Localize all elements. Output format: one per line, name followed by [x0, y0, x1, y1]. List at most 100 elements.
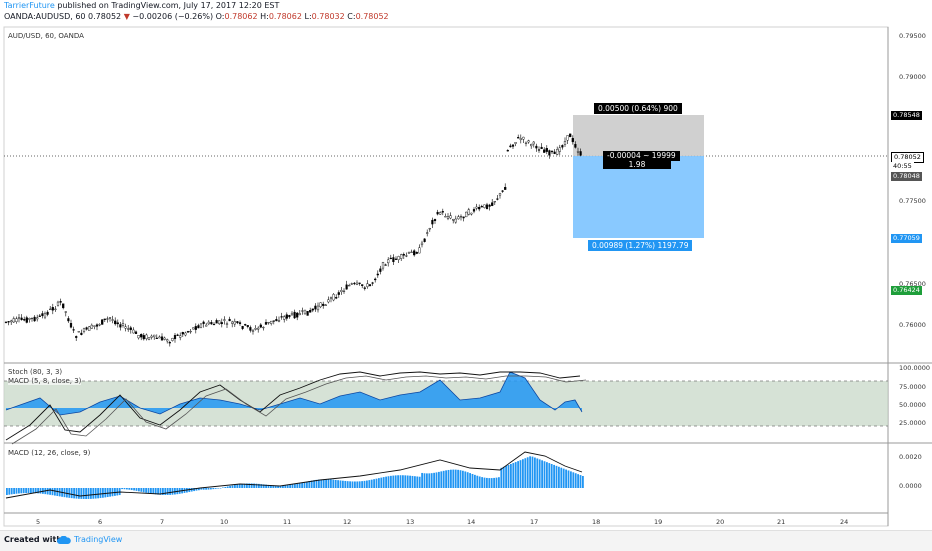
candle-body	[254, 328, 257, 330]
candle-body	[462, 216, 465, 219]
macd-histogram-bar	[315, 479, 318, 488]
candle-body	[493, 201, 496, 203]
macd-histogram-bar	[34, 488, 37, 494]
x-tick: 21	[777, 518, 786, 526]
publish-info: TarrierFuture published on TradingView.c…	[4, 1, 279, 11]
macd-histogram-bar	[534, 457, 536, 488]
macd-histogram-bar	[375, 478, 378, 488]
candle-body	[194, 326, 197, 330]
created-with-text: Created with	[4, 535, 63, 544]
candle-body	[153, 334, 156, 338]
candle-body	[140, 334, 143, 338]
candle-body	[358, 282, 361, 284]
macd-histogram-bar	[330, 479, 332, 488]
open-label: O:	[215, 12, 225, 21]
candle-body	[179, 335, 182, 338]
macd-histogram-bar	[32, 488, 35, 494]
macd-histogram-bar	[207, 488, 210, 490]
macd-histogram-bar	[560, 467, 563, 488]
high-label: H:	[260, 12, 269, 21]
macd-histogram-bar	[358, 481, 361, 488]
macd-histogram-bar	[258, 483, 260, 488]
y-tick: 0.79500	[899, 32, 926, 40]
macd-histogram-bar	[114, 488, 116, 496]
macd-histogram-bar	[234, 484, 236, 488]
macd-histogram-bar	[550, 464, 553, 488]
candle-body	[192, 327, 195, 330]
macd-histogram-bar	[344, 480, 347, 488]
candle-body	[329, 297, 333, 299]
macd-histogram-bar	[579, 475, 582, 488]
macd-histogram-bar	[368, 480, 371, 488]
macd-histogram-bar	[229, 485, 231, 488]
candle-body	[116, 322, 119, 325]
candle-body	[426, 232, 429, 234]
candle-body	[522, 136, 525, 140]
macd-histogram-bar	[97, 488, 99, 499]
macd-histogram-bar	[169, 488, 171, 495]
down-arrow-icon: ▼	[123, 12, 130, 21]
candle-body	[38, 315, 41, 317]
stop-loss-zone[interactable]	[573, 115, 704, 156]
candle-body	[75, 336, 78, 338]
candle-body	[501, 190, 504, 192]
candle-body	[238, 322, 242, 324]
candle-body	[527, 140, 530, 143]
macd-histogram-bar	[291, 484, 294, 488]
candle-body	[498, 193, 502, 196]
price-tag-target: 0.77059	[891, 234, 922, 243]
candle-body	[103, 318, 106, 320]
macd-histogram-bar	[238, 484, 241, 488]
candle-body	[101, 319, 104, 325]
candle-body	[397, 256, 400, 260]
candle-body	[241, 326, 244, 329]
candle-body	[504, 187, 507, 190]
symbol-info: OANDA:AUDUSD, 60 0.78052 ▼ −0.00206 (−0.…	[4, 12, 389, 22]
macd-histogram-bar	[526, 457, 529, 488]
candle-body	[163, 337, 166, 340]
candle-body	[569, 133, 572, 138]
macd-histogram-bar	[562, 468, 565, 488]
macd-histogram-bar	[224, 486, 227, 488]
macd-histogram-bar	[277, 485, 279, 488]
macd-histogram-bar	[548, 463, 551, 488]
macd-histogram-bar	[558, 466, 560, 488]
candle-body	[277, 320, 281, 322]
candle-body	[114, 320, 117, 325]
macd-histogram-bar	[111, 488, 114, 497]
high-value: 0.78062	[268, 12, 302, 21]
tradingview-brand-link[interactable]: TradingView	[74, 535, 123, 544]
candle-body	[90, 324, 93, 329]
stoch-y-tick: 50.0000	[899, 401, 926, 409]
candle-body	[350, 283, 353, 285]
candle-body	[420, 242, 424, 246]
candle-body	[30, 317, 34, 320]
take-profit-zone[interactable]	[573, 156, 704, 238]
candle-body	[366, 283, 369, 287]
y-tick: 0.76000	[899, 321, 926, 329]
chart-canvas[interactable]	[0, 0, 932, 530]
macd-histogram-bar	[342, 480, 344, 488]
macd-histogram-bar	[440, 471, 443, 488]
candle-body	[43, 313, 47, 318]
candle-body	[168, 342, 171, 344]
macd-histogram-bar	[488, 478, 491, 488]
candle-body	[218, 320, 221, 324]
macd-histogram-bar	[582, 476, 584, 488]
candle-body	[267, 321, 270, 324]
candle-body	[231, 321, 234, 324]
published-text: published on TradingView.com, July 17, 2…	[54, 1, 280, 10]
macd-histogram-bar	[205, 488, 207, 490]
macd-histogram-bar	[99, 488, 102, 499]
macd-histogram-bar	[567, 470, 570, 488]
macd-histogram-bar	[10, 488, 13, 495]
macd-histogram-bar	[531, 456, 534, 488]
stoch-pane-label: Stoch (80, 3, 3)	[8, 368, 63, 376]
author-link[interactable]: TarrierFuture	[4, 1, 55, 10]
candle-body	[150, 335, 153, 338]
macd-histogram-bar	[414, 476, 416, 488]
candle-body	[311, 308, 314, 311]
macd-histogram-bar	[507, 464, 510, 488]
candle-body	[257, 327, 260, 330]
macd-histogram-bar	[104, 488, 107, 498]
